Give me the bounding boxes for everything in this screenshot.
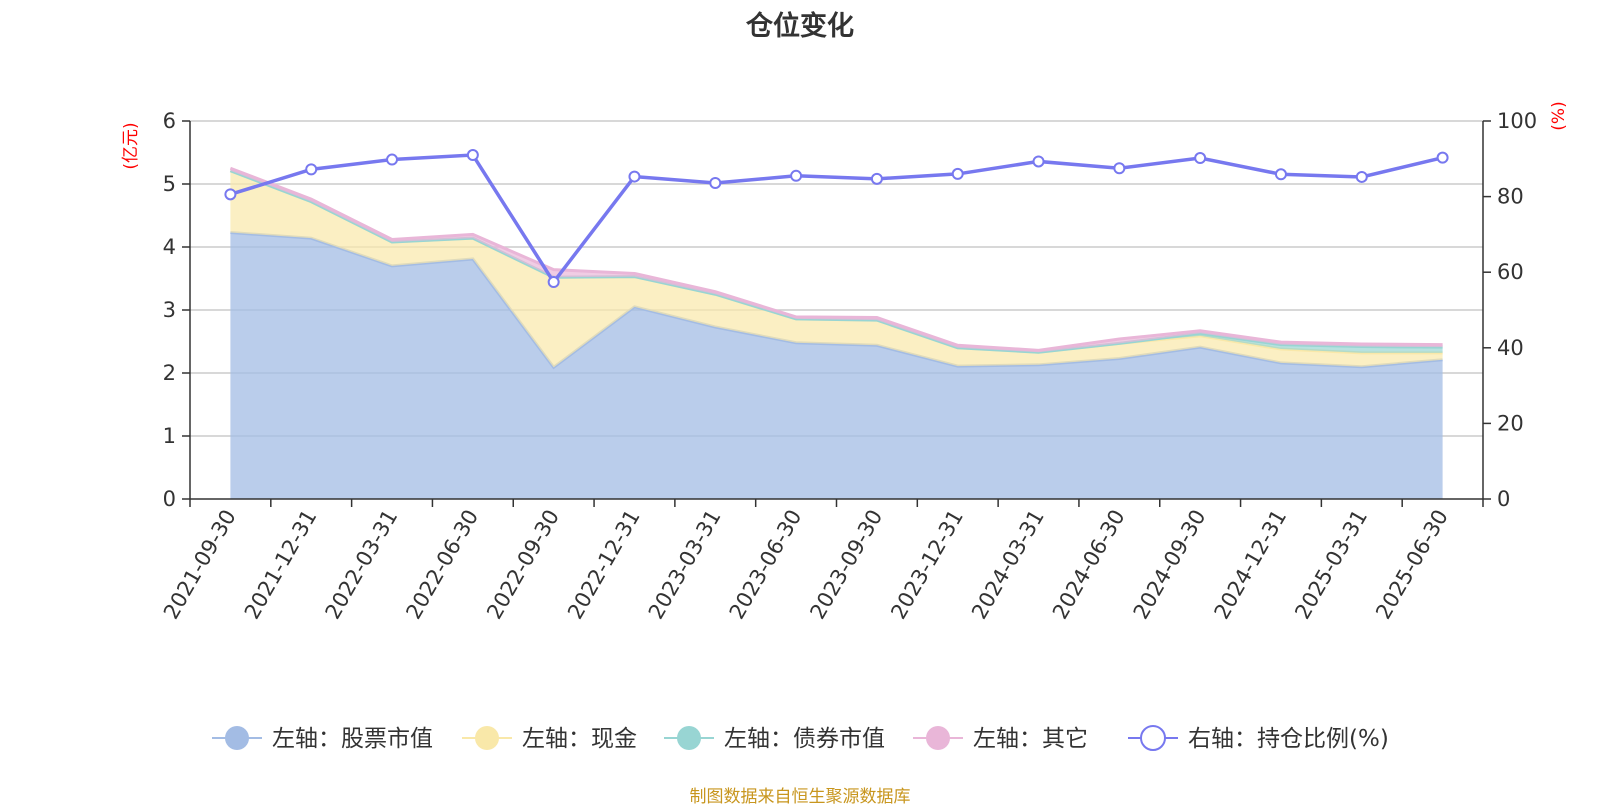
x-tick-label: 2022-03-31 <box>321 506 403 624</box>
x-tick-label: 2023-12-31 <box>886 506 968 624</box>
legend-label: 左轴：其它 <box>973 726 1088 752</box>
ratio-point <box>1355 170 1368 183</box>
ratio-point <box>870 172 883 185</box>
x-tick-label: 2023-06-30 <box>725 506 807 624</box>
legend-marker-icon <box>225 726 249 750</box>
x-tick-label: 2024-03-31 <box>967 506 1049 624</box>
ratio-point <box>547 276 560 289</box>
legend-label: 左轴：债券市值 <box>724 726 885 752</box>
legend-marker-icon <box>926 726 950 750</box>
y-right-tick-label: 100 <box>1497 109 1537 133</box>
y-right-tick-label: 20 <box>1497 411 1524 435</box>
ratio-point <box>1274 168 1287 181</box>
legend-item[interactable]: 左轴：债券市值 <box>664 726 885 752</box>
y-left-tick-label: 6 <box>163 109 176 133</box>
area-series-0 <box>230 232 1443 499</box>
ratio-point <box>1113 162 1126 175</box>
legend-label: 左轴：股票市值 <box>272 726 433 752</box>
legend-item[interactable]: 左轴：现金 <box>462 726 637 752</box>
ratio-point <box>386 153 399 166</box>
x-tick-label: 2023-09-30 <box>805 506 887 624</box>
ratio-point <box>790 169 803 182</box>
ratio-line <box>224 149 1449 289</box>
legend[interactable]: 左轴：股票市值 左轴：现金 左轴：债券市值 左轴：其它 右轴：持仓比例(%) <box>212 725 1389 752</box>
x-tick-label: 2021-09-30 <box>159 506 241 624</box>
ratio-point <box>1032 155 1045 168</box>
ratio-point <box>951 167 964 180</box>
ratio-point <box>709 176 722 189</box>
y-right-tick-label: 40 <box>1497 336 1524 360</box>
legend-marker-icon <box>677 726 701 750</box>
x-tick-label: 2022-06-30 <box>401 506 483 624</box>
legend-label: 左轴：现金 <box>522 726 637 752</box>
y-left-unit-label: (亿元) <box>121 122 141 169</box>
legend-item[interactable]: 左轴：其它 <box>913 726 1088 752</box>
y-left-tick-label: 3 <box>163 298 176 322</box>
y-left-tick-label: 5 <box>163 172 176 196</box>
x-tick-label: 2024-09-30 <box>1129 506 1211 624</box>
x-tick-label: 2024-06-30 <box>1048 506 1130 624</box>
legend-item[interactable]: 左轴：股票市值 <box>212 726 433 752</box>
ratio-point <box>305 163 318 176</box>
data-source-note: 制图数据来自恒生聚源数据库 <box>689 787 911 807</box>
y-left-tick-label: 1 <box>163 424 176 448</box>
ratio-point <box>224 188 237 201</box>
chart-title: 仓位变化 <box>746 11 854 42</box>
x-tick-label: 2022-12-31 <box>563 506 645 624</box>
y-right-unit-label: (%) <box>1549 101 1569 130</box>
x-tick-label: 2024-12-31 <box>1209 506 1291 624</box>
ratio-point <box>628 170 641 183</box>
y-left-tick-label: 0 <box>163 487 176 511</box>
y-left-tick-label: 4 <box>163 235 176 259</box>
y-right-tick-label: 80 <box>1497 185 1524 209</box>
ratio-point <box>1194 152 1207 165</box>
legend-item[interactable]: 右轴：持仓比例(%) <box>1128 725 1389 752</box>
ratio-line-path <box>229 153 1443 286</box>
y-right-tick-label: 60 <box>1497 260 1524 284</box>
x-tick-label: 2022-09-30 <box>482 506 564 624</box>
x-tick-label: 2021-12-31 <box>240 506 322 624</box>
legend-marker-hollow-icon <box>1140 725 1166 751</box>
x-tick-label: 2025-03-31 <box>1290 506 1372 624</box>
area-series-1 <box>230 170 1443 368</box>
y-right-tick-label: 0 <box>1497 487 1510 511</box>
ratio-point <box>466 149 479 162</box>
x-tick-label: 2023-03-31 <box>644 506 726 624</box>
x-tick-label: 2025-06-30 <box>1371 506 1453 624</box>
stacked-areas <box>229 166 1443 499</box>
area-edge-3 <box>229 166 1443 352</box>
y-left-tick-label: 2 <box>163 361 176 385</box>
legend-marker-icon <box>475 726 499 750</box>
legend-label: 右轴：持仓比例(%) <box>1188 726 1389 752</box>
ratio-point <box>1436 151 1449 164</box>
